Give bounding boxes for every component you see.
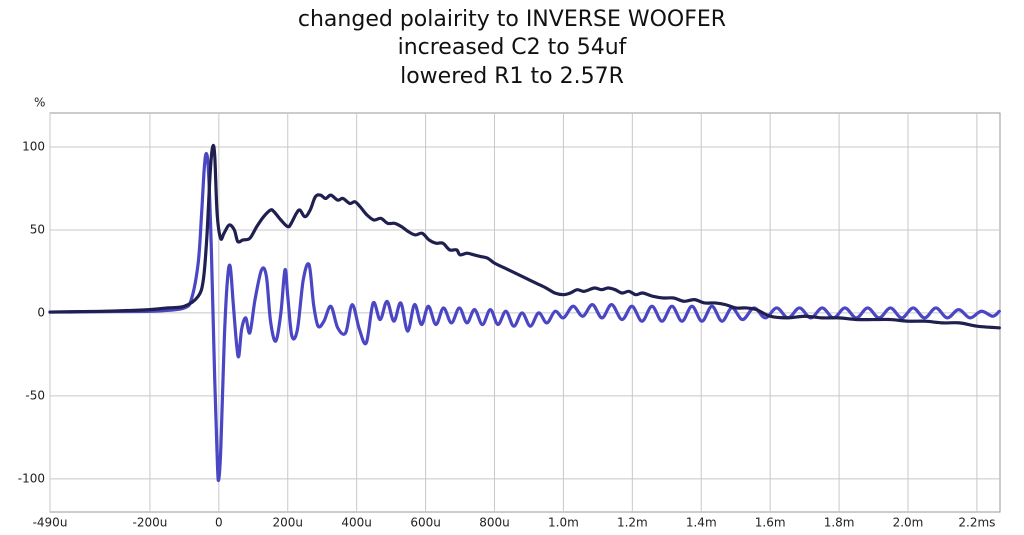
x-tick-label: 200u — [273, 516, 304, 530]
title-line: increased C2 to 54uf — [398, 35, 628, 60]
x-tick-label: -200u — [133, 516, 168, 530]
x-tick-label: 1.4m — [686, 516, 717, 530]
title-line: lowered R1 to 2.57R — [400, 64, 624, 89]
x-tick-label: 2.2ms — [958, 516, 995, 530]
lines — [48, 143, 1001, 483]
x-tick-label: 400u — [341, 516, 372, 530]
y-unit: % — [34, 96, 45, 110]
x-tick-label: 0 — [215, 516, 223, 530]
x-tick-label: 600u — [410, 516, 441, 530]
title-line: changed polairity to INVERSE WOOFER — [298, 7, 726, 32]
x-tick-label: 1.0m — [548, 516, 579, 530]
series-line — [48, 143, 1001, 330]
x-tick-label: 1.2m — [617, 516, 648, 530]
y-tick-label: 0 — [37, 305, 45, 319]
x-tick-label: 1.8m — [824, 516, 855, 530]
labels: -100 -50 0 50 100 -490u -200u 0 200u 400u 600u 800u… — [18, 140, 996, 530]
y-tick-label: 100 — [22, 140, 45, 154]
y-tick-label: 50 — [30, 222, 45, 236]
y-tick-label: -100 — [18, 471, 45, 485]
x-tick-label: 1.6m — [755, 516, 786, 530]
x-tick-label: -490u — [33, 516, 68, 530]
y-tick-label: -50 — [25, 388, 45, 402]
x-tick-label: 2.0m — [893, 516, 924, 530]
x-tick-label: 800u — [479, 516, 510, 530]
